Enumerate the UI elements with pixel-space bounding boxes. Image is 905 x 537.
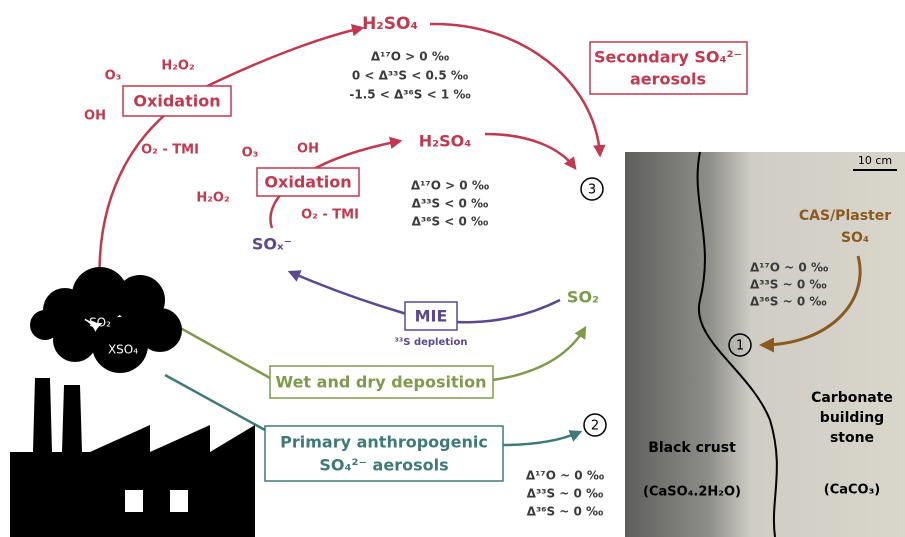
oxidant: H₂O₂ [196, 191, 229, 206]
marker: 3 [588, 183, 596, 198]
condition: Δ³⁶S ~ 0 ‰ [527, 505, 604, 519]
cloud-label: SO₂ [89, 316, 111, 330]
scale-label: 10 cm [858, 154, 892, 167]
aerosol-label: Secondary SO₄²⁻ [594, 48, 742, 67]
stone-formula: (CaCO₃) [824, 483, 880, 498]
condition: Δ³⁶S < 0 ‰ [412, 215, 489, 229]
oxidant: OH [84, 109, 106, 124]
condition: 0 < Δ³³S < 0.5 ‰ [352, 69, 468, 83]
process: Wet and dry deposition [276, 373, 487, 392]
crust-label: Black crust [648, 440, 736, 456]
oxidant: OH [297, 142, 319, 157]
process-box [122, 85, 232, 117]
condition: -1.5 < Δ³⁶S < 1 ‰ [349, 88, 470, 102]
arrow [429, 22, 606, 158]
source: SO₂ [567, 288, 599, 307]
cloud-label: XSO₄ [108, 343, 138, 357]
stone-label: stone [830, 430, 874, 446]
oxidant: H₂O₂ [161, 59, 194, 74]
oxidant: O₃ [105, 69, 122, 84]
aerosol-label: SO₄²⁻ aerosols [319, 456, 448, 475]
marker-circle [583, 413, 607, 437]
condition: Δ¹⁷O > 0 ‰ [411, 179, 489, 193]
cloud [30, 267, 182, 373]
reactant: SOₓ⁻ [252, 235, 292, 254]
marker: 2 [591, 419, 599, 434]
aerosol-box [264, 425, 504, 482]
aerosol-box [589, 41, 748, 95]
process-box [269, 365, 494, 399]
arrow [492, 325, 587, 382]
photo-source: SO₄ [841, 230, 869, 246]
catalyst: O₂ - TMI [141, 143, 199, 158]
line [164, 373, 266, 432]
product: H₂SO₄ [362, 14, 418, 34]
factory [10, 378, 255, 537]
process: MIE [415, 307, 448, 326]
window [170, 490, 188, 512]
crust-boundary [696, 151, 778, 537]
condition: Δ¹⁷O > 0 ‰ [371, 50, 449, 64]
process-box [256, 167, 360, 197]
oxidant: O₃ [242, 146, 259, 161]
crust-formula: (CaSO₄.2H₂O) [643, 485, 741, 500]
marker: 1 [736, 339, 744, 354]
arrow [98, 24, 365, 291]
arrow [484, 132, 577, 170]
photo-condition: Δ¹⁷O ~ 0 ‰ [750, 261, 828, 275]
product: H₂SO₄ [419, 132, 472, 151]
stone-label: Carbonate [811, 390, 893, 406]
arrow [502, 430, 583, 447]
condition: Δ³³S ~ 0 ‰ [527, 487, 604, 501]
line [174, 323, 271, 380]
photo-source: CAS/Plaster [799, 208, 891, 224]
aerosol-label: aerosols [630, 70, 706, 89]
aerosol-label: Primary anthropogenic [280, 433, 488, 452]
arrow [759, 255, 862, 353]
marker-circle [580, 177, 604, 201]
photo-condition: Δ³⁶S ~ 0 ‰ [750, 295, 827, 309]
process-box [404, 301, 458, 331]
marker-circle [728, 333, 752, 357]
condition: Δ³³S < 0 ‰ [412, 197, 489, 211]
condition: Δ¹⁷O ~ 0 ‰ [526, 469, 604, 483]
window [125, 490, 143, 512]
process: Oxidation [264, 173, 351, 192]
note: ³³S depletion [395, 337, 468, 348]
process: Oxidation [133, 92, 220, 111]
stone-label: building [820, 410, 884, 426]
photo-condition: Δ³³S ~ 0 ‰ [750, 278, 827, 292]
catalyst: O₂ - TMI [301, 208, 359, 223]
